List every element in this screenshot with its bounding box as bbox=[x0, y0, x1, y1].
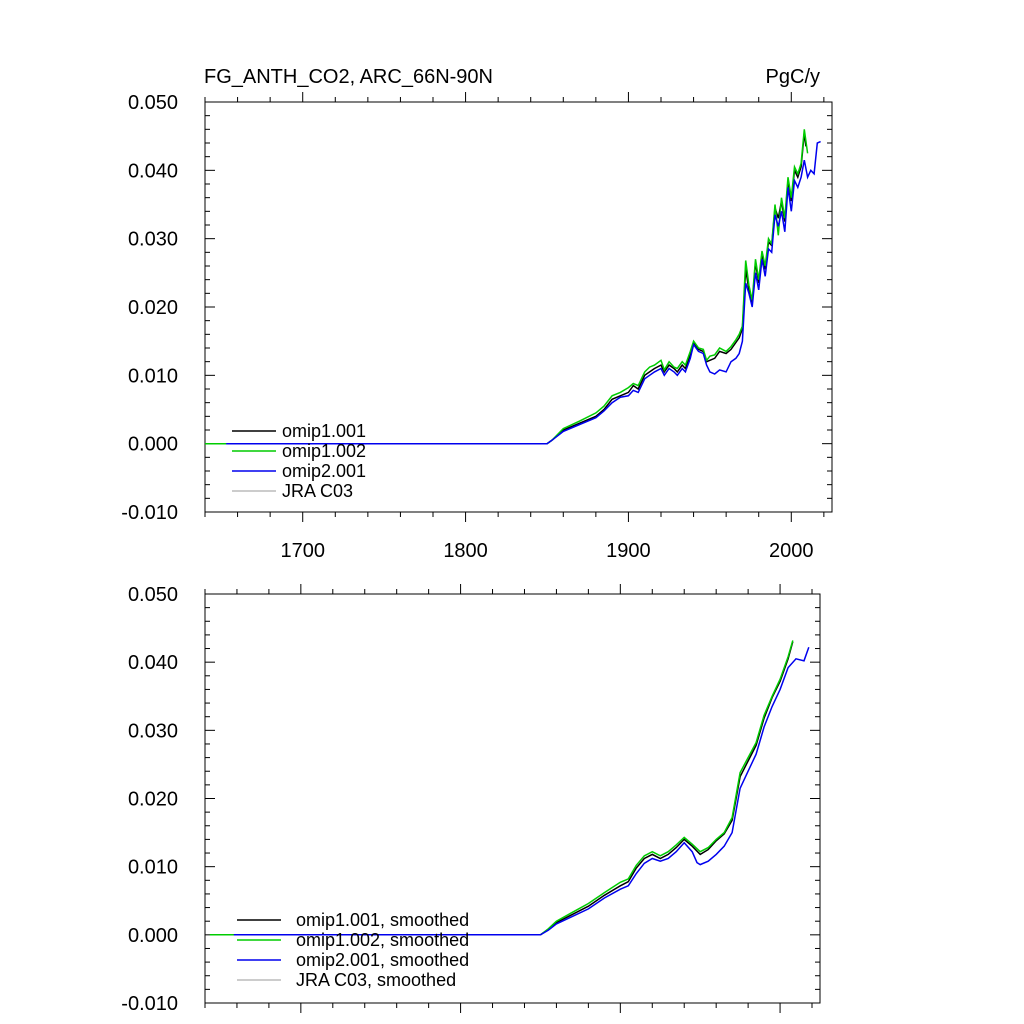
y-tick-label: 0.040 bbox=[128, 652, 178, 674]
legend-label: JRA C03, smoothed bbox=[296, 970, 456, 990]
legend-label: omip1.002 bbox=[282, 441, 366, 461]
y-tick-label: 0.040 bbox=[128, 160, 178, 182]
legend-label: omip2.001 bbox=[282, 461, 366, 481]
legend-label: omip2.001, smoothed bbox=[296, 950, 469, 970]
series-line bbox=[226, 132, 807, 445]
series-line bbox=[209, 640, 794, 936]
y-tick-label: 0.030 bbox=[128, 720, 178, 742]
legend-label: omip1.002, smoothed bbox=[296, 930, 469, 950]
y-tick-label: -0.010 bbox=[121, 993, 178, 1015]
legend-label: JRA C03 bbox=[282, 481, 353, 501]
x-tick-label: 1700 bbox=[280, 540, 325, 562]
y-tick-label: -0.010 bbox=[121, 502, 178, 524]
bottom-panel: -0.010 0.000 0.010 0.020 0.030 0.040 0.050 omip… bbox=[121, 584, 821, 1015]
y-tick-label: 0.020 bbox=[128, 789, 178, 811]
series-line bbox=[233, 646, 810, 936]
series-line bbox=[226, 140, 821, 445]
y-tick-label: 0.050 bbox=[128, 584, 178, 606]
legend-label: omip1.001, smoothed bbox=[296, 910, 469, 930]
y-tick-label: 0.050 bbox=[128, 92, 178, 114]
series-line bbox=[233, 641, 794, 936]
y-tick-label: 0.000 bbox=[128, 925, 178, 947]
chart-title: FG_ANTH_CO2, ARC_66N-90N bbox=[204, 66, 493, 88]
x-tick-label: 1800 bbox=[443, 540, 488, 562]
y-tick-label: 0.020 bbox=[128, 297, 178, 319]
chart-units: PgC/y bbox=[766, 66, 820, 88]
x-tick-label: 1900 bbox=[606, 540, 651, 562]
y-tick-label: 0.000 bbox=[128, 434, 178, 456]
y-tick-label: 0.030 bbox=[128, 229, 178, 251]
x-tick-label: 2000 bbox=[769, 540, 814, 562]
y-tick-label: 0.010 bbox=[128, 857, 178, 879]
top-panel: -0.010 0.000 0.010 0.020 0.030 0.040 0.050 1700… bbox=[121, 92, 833, 562]
series-line bbox=[205, 129, 809, 445]
legend-label: omip1.001 bbox=[282, 421, 366, 441]
y-tick-label: 0.010 bbox=[128, 365, 178, 387]
